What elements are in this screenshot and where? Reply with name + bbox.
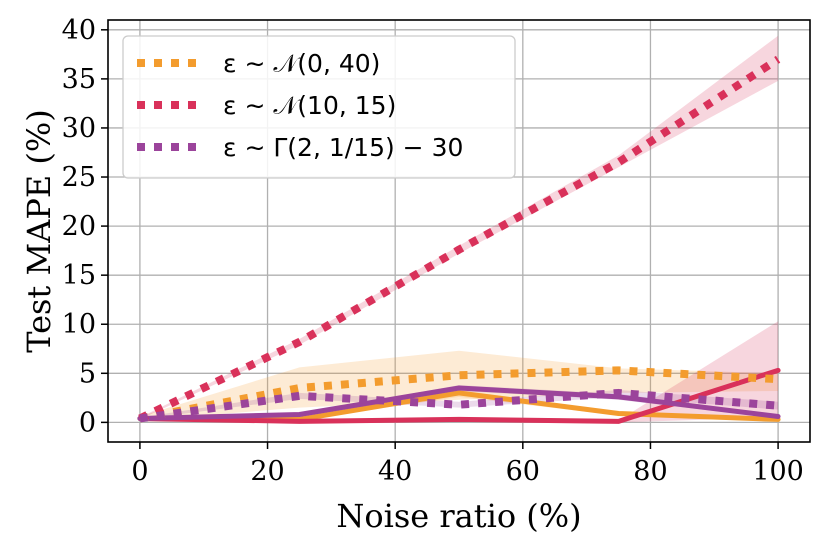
x-axis-label: Noise ratio (%)	[336, 497, 581, 535]
legend-box	[122, 35, 516, 179]
dotted-series-line	[139, 366, 779, 423]
plot-frame	[107, 19, 811, 443]
legend-label: ε ∼ 𝒩(0, 40)	[223, 49, 380, 78]
dotted-series-line	[138, 55, 781, 423]
y-axis-label: Test MAPE (%)	[20, 109, 58, 353]
x-tick-label: 0	[131, 456, 148, 487]
y-tick-label: 35	[62, 64, 96, 95]
legend-label: ε ∼ 𝒩(10, 15)	[223, 91, 396, 120]
x-tick-label: 80	[633, 456, 667, 487]
y-tick-label: 15	[62, 260, 96, 291]
y-tick-label: 25	[62, 162, 96, 193]
x-tick-label: 60	[506, 456, 540, 487]
x-tick-label: 100	[752, 456, 804, 487]
axis-ticks: 0 20 40 60 80 100 0 5 10 15 20 25 30 35 40	[62, 15, 804, 487]
y-tick-label: 40	[62, 15, 96, 46]
y-tick-label: 30	[62, 113, 96, 144]
y-tick-label: 10	[62, 309, 96, 340]
dotted-series-line	[139, 388, 779, 423]
x-tick-label: 40	[378, 456, 412, 487]
solid-series-line	[137, 385, 781, 421]
legend-label: ε ∼ Γ(2, 1/15) − 30	[223, 133, 463, 162]
confidence-band	[139, 321, 779, 423]
y-tick-label: 5	[79, 358, 96, 389]
legend: ε ∼ 𝒩(0, 40) ε ∼ 𝒩(10, 15) ε ∼ Γ(2, 1/15) …	[122, 35, 516, 179]
y-tick-label: 20	[62, 211, 96, 242]
x-tick-label: 20	[250, 456, 284, 487]
series-lines	[137, 55, 781, 424]
y-tick-label: 0	[79, 407, 96, 438]
